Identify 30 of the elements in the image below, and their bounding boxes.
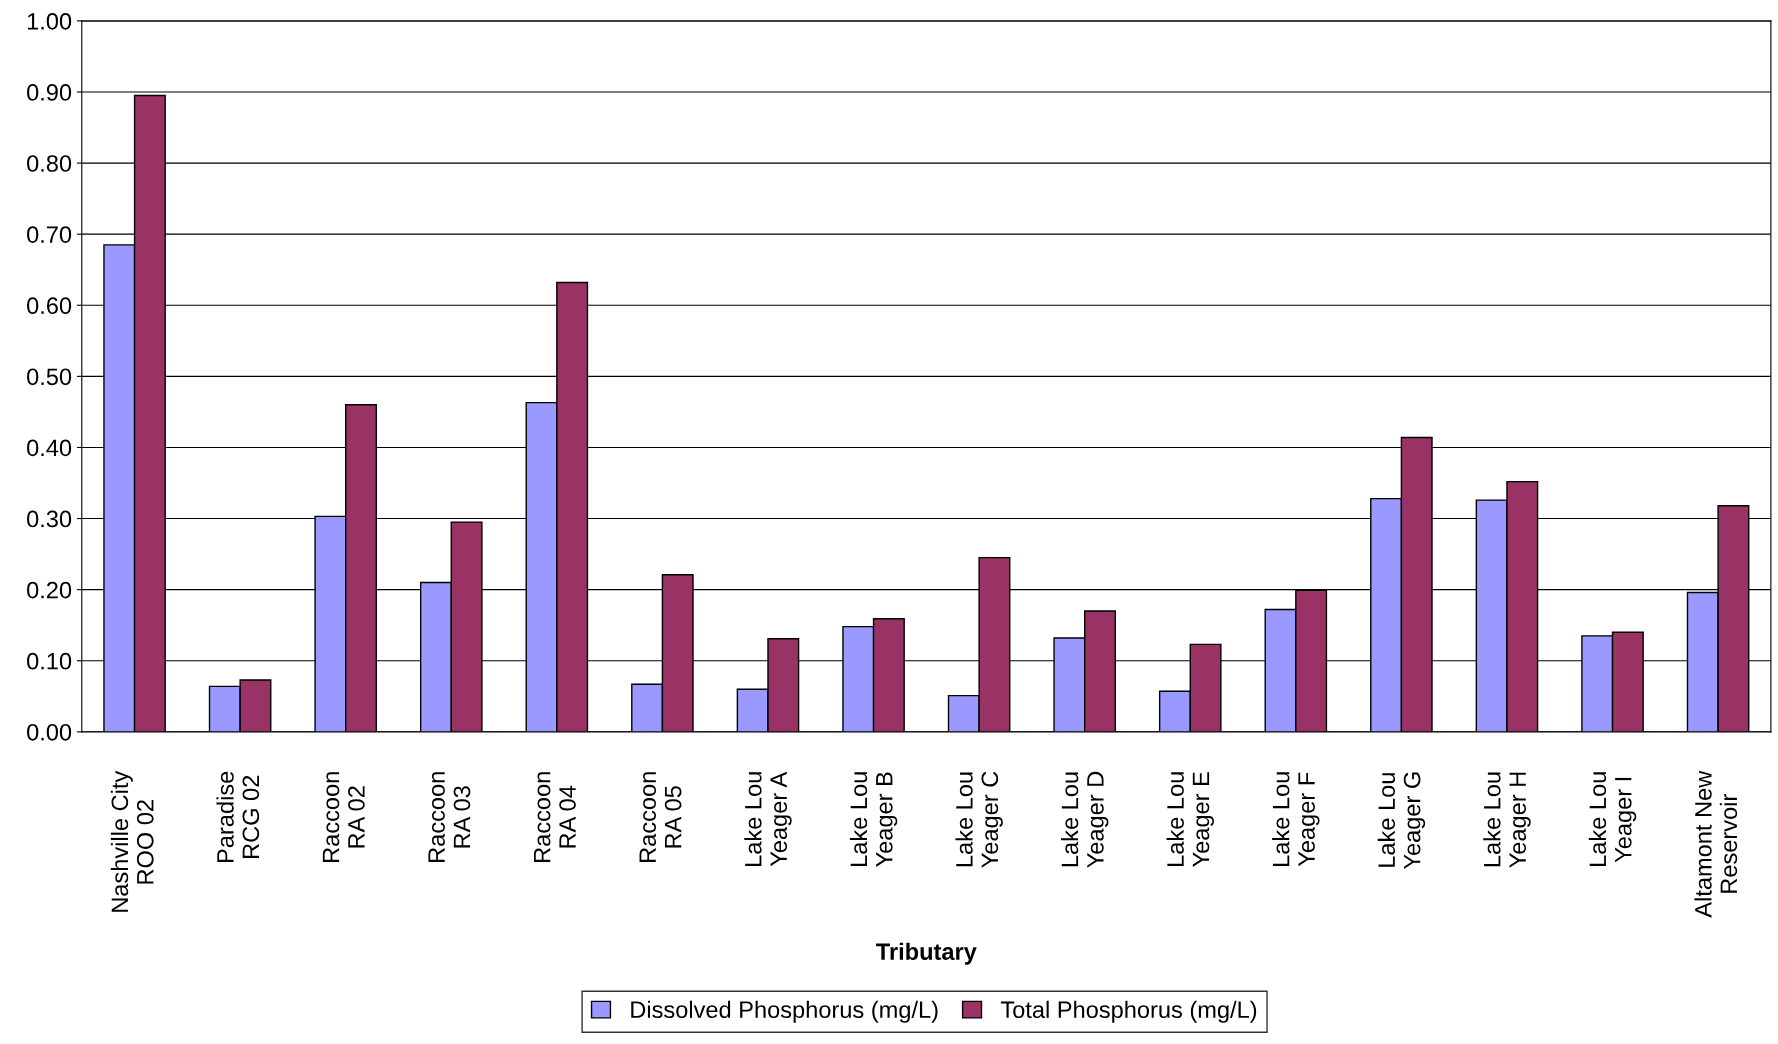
x-tick-label: Lake Lou Yeager F (1272, 772, 1320, 867)
x-tick-label: Lake Lou Yeager I (1588, 772, 1637, 866)
x-axis-title: Tributary (876, 942, 977, 965)
x-tick-label: Lake Lou Yeager H (1483, 772, 1531, 868)
x-tick-label: Lake Lou Yeager E (1166, 772, 1214, 867)
x-tick-label: Raccoon RA 05 (639, 772, 682, 862)
y-tick-label: 0.60 (27, 297, 72, 315)
y-tick-label: 0.00 (27, 723, 72, 741)
y-tick-label: 0.90 (27, 84, 72, 101)
x-tick-label: Lake Lou Yeager C (955, 771, 1003, 868)
y-tick-label: 0.70 (27, 226, 72, 243)
y-tick-label: 1.00 (27, 12, 72, 30)
y-tick-label: 0.40 (27, 439, 72, 457)
x-tick-label: Lake Lou Yeager B (849, 772, 898, 867)
x-tick-label: Raccoon RA 03 (428, 772, 471, 862)
x-tick-label: Raccoon RA 02 (322, 772, 365, 862)
legend-label: Total Phosphorus (mg/L) (1000, 1000, 1257, 1023)
y-tick-label: 0.20 (27, 581, 72, 599)
x-tick-label: Lake Lou Yeager G (1377, 772, 1426, 870)
x-tick-label: Raccoon RA 04 (533, 772, 576, 862)
legend-label: Dissolved Phosphorus (mg/L) (631, 1000, 938, 1023)
y-tick-label: 0.80 (27, 155, 72, 172)
y-tick-label: 0.10 (27, 652, 72, 670)
x-tick-label: Paradise RCG 02 (216, 771, 260, 862)
x-tick-label: Nashville City ROO 02 (110, 770, 154, 912)
x-tick-label: Lake Lou Yeager A (744, 771, 792, 867)
y-tick-label: 0.30 (27, 510, 72, 528)
y-tick-label: 0.50 (27, 368, 72, 386)
x-tick-label: Lake Lou Yeager D (1060, 771, 1109, 868)
x-tick-label: Altamont New Reservoir (1694, 770, 1738, 918)
